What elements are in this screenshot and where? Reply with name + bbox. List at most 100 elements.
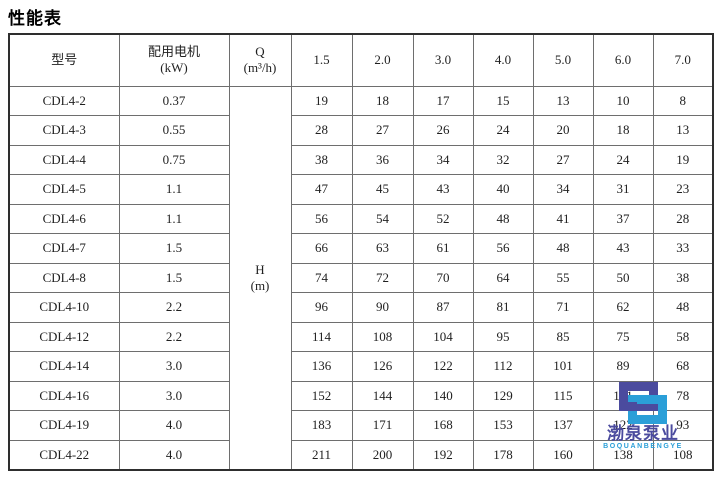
head-value-cell: 34	[532, 174, 594, 205]
head-symbol: H	[255, 261, 265, 277]
model-cell: CDL4-16	[8, 380, 120, 412]
head-value-cell: 114	[290, 321, 353, 353]
head-value-cell: 13	[532, 85, 594, 117]
head-value-cell: 28	[652, 203, 714, 235]
head-value-cell: 171	[351, 410, 414, 441]
head-value-cell: 129	[472, 380, 534, 412]
model-cell: CDL4-22	[8, 439, 120, 471]
table-row: CDL4-6 1.1 56 54 52 48 41 37 28	[8, 203, 714, 235]
header-flow-value: 3.0	[412, 33, 474, 87]
head-value-cell: 211	[290, 439, 353, 471]
head-value-cell: 41	[532, 203, 594, 235]
head-value-cell: 101	[592, 380, 654, 412]
head-unit: (m)	[250, 277, 270, 293]
table-header: 型号 配用电机 (kW) Q (m³/h) 1.5 2.0 3.0 4.0 5.…	[8, 33, 714, 87]
motor-kw-cell: 0.75	[118, 144, 230, 176]
motor-kw-cell: 0.55	[118, 115, 230, 146]
head-value-cell: 108	[652, 439, 714, 471]
model-cell: CDL4-4	[8, 144, 120, 176]
header-row: 型号 配用电机 (kW) Q (m³/h) 1.5 2.0 3.0 4.0 5.…	[8, 33, 714, 87]
head-value-cell: 19	[652, 144, 714, 176]
model-cell: CDL4-5	[8, 174, 120, 205]
header-flow-value: 2.0	[351, 33, 414, 87]
head-value-cell: 38	[652, 262, 714, 294]
head-value-cell: 160	[532, 439, 594, 471]
head-value-cell: 58	[652, 321, 714, 353]
head-value-cell: 48	[652, 292, 714, 323]
head-value-cell: 24	[472, 115, 534, 146]
head-value-cell: 140	[412, 380, 474, 412]
head-value-cell: 68	[652, 351, 714, 382]
motor-kw-cell: 1.5	[118, 233, 230, 264]
table-row: CDL4-10 2.2 96 90 87 81 71 62 48	[8, 292, 714, 323]
model-cell: CDL4-12	[8, 321, 120, 353]
head-value-cell: 38	[290, 144, 353, 176]
head-value-cell: 112	[472, 351, 534, 382]
head-value-cell: 85	[532, 321, 594, 353]
header-flow-q: Q (m³/h)	[228, 33, 292, 87]
model-cell: CDL4-19	[8, 410, 120, 441]
table-row: CDL4-16 3.0 152 144 140 129 115 101 78	[8, 380, 714, 412]
header-motor-line1: 配用电机	[147, 44, 200, 59]
table-row: CDL4-2 0.37 H (m) 19 18 17 15 13 10 8	[8, 85, 714, 471]
model-cell: CDL4-2	[8, 85, 120, 117]
head-value-cell: 96	[290, 292, 353, 323]
header-flow-value: 6.0	[592, 33, 654, 87]
motor-kw-cell: 4.0	[118, 439, 230, 471]
header-q-unit: (m³/h)	[243, 60, 277, 76]
head-value-cell: 136	[290, 351, 353, 382]
head-value-cell: 17	[412, 85, 474, 117]
head-value-cell: 93	[652, 410, 714, 441]
head-value-cell: 55	[532, 262, 594, 294]
head-value-cell: 28	[290, 115, 353, 146]
head-value-cell: 37	[592, 203, 654, 235]
header-motor-line2: (kW)	[160, 60, 188, 76]
model-cell: CDL4-6	[8, 203, 120, 235]
header-q-symbol: Q	[255, 44, 265, 59]
head-value-cell: 87	[412, 292, 474, 323]
head-value-cell: 15	[472, 85, 534, 117]
header-flow-value: 7.0	[652, 33, 714, 87]
head-value-cell: 75	[592, 321, 654, 353]
head-value-cell: 183	[290, 410, 353, 441]
header-flow-value: 5.0	[532, 33, 594, 87]
head-value-cell: 72	[351, 262, 414, 294]
table-row: CDL4-3 0.55 28 27 26 24 20 18 13	[8, 115, 714, 146]
head-value-cell: 24	[592, 144, 654, 176]
head-value-cell: 8	[652, 85, 714, 117]
head-value-cell: 56	[290, 203, 353, 235]
head-value-cell: 33	[652, 233, 714, 264]
head-value-cell: 126	[351, 351, 414, 382]
head-value-cell: 10	[592, 85, 654, 117]
motor-kw-cell: 2.2	[118, 292, 230, 323]
head-unit-cell: H (m)	[228, 85, 292, 471]
head-value-cell: 54	[351, 203, 414, 235]
motor-kw-cell: 0.37	[118, 85, 230, 117]
head-value-cell: 40	[472, 174, 534, 205]
head-value-cell: 71	[532, 292, 594, 323]
head-value-cell: 108	[351, 321, 414, 353]
head-value-cell: 138	[592, 439, 654, 471]
head-value-cell: 144	[351, 380, 414, 412]
head-value-cell: 48	[472, 203, 534, 235]
table-row: CDL4-8 1.5 74 72 70 64 55 50 38	[8, 262, 714, 294]
motor-kw-cell: 1.5	[118, 262, 230, 294]
head-value-cell: 90	[351, 292, 414, 323]
head-value-cell: 18	[351, 85, 414, 117]
head-value-cell: 47	[290, 174, 353, 205]
table-body: CDL4-2 0.37 H (m) 19 18 17 15 13 10 8 CDL4-3 0.55 28 2…	[8, 85, 714, 471]
motor-kw-cell: 2.2	[118, 321, 230, 353]
table-row: CDL4-5 1.1 47 45 43 40 34 31 23	[8, 174, 714, 205]
head-value-cell: 63	[351, 233, 414, 264]
model-cell: CDL4-7	[8, 233, 120, 264]
head-value-cell: 19	[290, 85, 353, 117]
head-value-cell: 115	[532, 380, 594, 412]
head-value-cell: 48	[532, 233, 594, 264]
head-value-cell: 137	[532, 410, 594, 441]
head-value-cell: 43	[592, 233, 654, 264]
head-value-cell: 45	[351, 174, 414, 205]
head-value-cell: 192	[412, 439, 474, 471]
head-value-cell: 61	[412, 233, 474, 264]
head-value-cell: 95	[472, 321, 534, 353]
head-value-cell: 27	[351, 115, 414, 146]
